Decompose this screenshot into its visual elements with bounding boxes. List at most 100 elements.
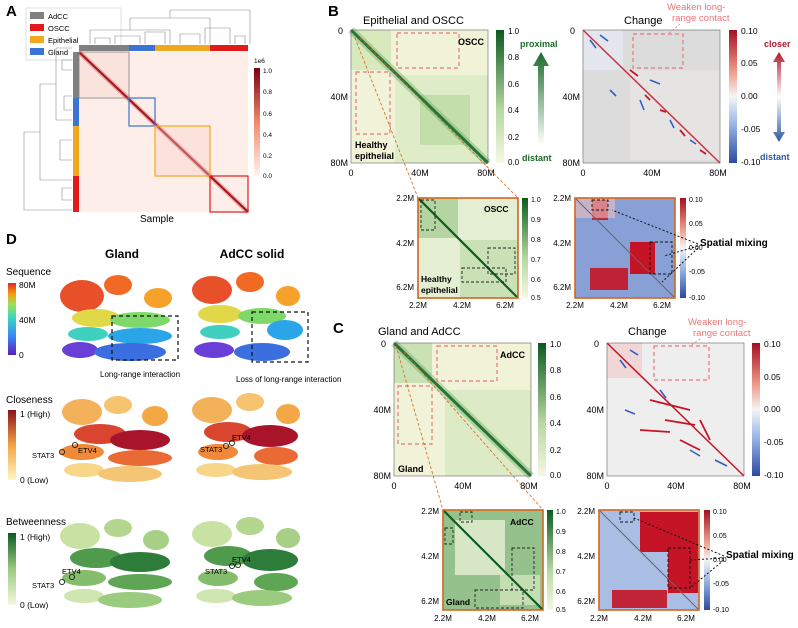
x-tick: 0 bbox=[348, 168, 353, 178]
label-distant-right: distant bbox=[760, 152, 790, 162]
label-proximal: proximal bbox=[520, 39, 558, 49]
cbar-tick: 0.0 bbox=[550, 471, 562, 480]
x-tick: 4.2M bbox=[634, 614, 652, 623]
cbar-tick: 0.2 bbox=[263, 153, 272, 160]
x-tick: 4.2M bbox=[453, 301, 471, 310]
colorbar-exponent: 1e6 bbox=[254, 58, 265, 65]
gene-etv4: ETV4 bbox=[232, 433, 251, 442]
x-tick: 80M bbox=[477, 168, 495, 178]
adcc-closeness-network bbox=[192, 393, 300, 480]
cbar-tick: 0.6 bbox=[263, 111, 272, 118]
adcc-sequence-network bbox=[192, 272, 309, 363]
panel-label-d: D bbox=[6, 231, 17, 248]
x-tick: 80M bbox=[520, 481, 538, 491]
cbar-tick: 0.0 bbox=[508, 158, 520, 167]
panel-c-zoom-right bbox=[598, 509, 700, 611]
y-tick: 40M bbox=[330, 92, 348, 102]
betweenness-low: 0 (Low) bbox=[20, 600, 49, 610]
x-tick: 6.2M bbox=[653, 301, 671, 310]
y-tick: 0 bbox=[381, 339, 386, 349]
y-tick: 40M bbox=[562, 92, 580, 102]
cbar-tick: 0.05 bbox=[764, 372, 781, 382]
sequence-title: Sequence bbox=[6, 267, 51, 278]
zoom-label-adcc: AdCC bbox=[510, 517, 534, 527]
x-tick: 0 bbox=[580, 168, 585, 178]
y-tick: 4.2M bbox=[553, 239, 571, 248]
cbar-tick: 0.6 bbox=[531, 277, 541, 284]
weaken-label-2: range contact bbox=[672, 13, 730, 24]
cbar-tick: 0.8 bbox=[550, 366, 562, 375]
weaken-label-1: Weaken long- bbox=[667, 2, 725, 13]
cbar-tick: -0.05 bbox=[764, 437, 784, 447]
label-epithelial: epithelial bbox=[355, 151, 394, 161]
panel-c-title-right: Change bbox=[628, 326, 667, 338]
panel-b-change-colorbar: 0.10 0.05 0.00 -0.05 -0.10 bbox=[729, 26, 761, 167]
label-gland: Gland bbox=[398, 464, 424, 474]
x-tick: 2.2M bbox=[409, 301, 427, 310]
cbar-tick: 0.7 bbox=[531, 257, 541, 264]
y-tick: 40M bbox=[373, 405, 391, 415]
panel-c-title-left: Gland and AdCC bbox=[378, 326, 461, 338]
panel-a-colorbar: 1e6 1.0 0.8 0.6 0.4 0.2 0.0 bbox=[254, 58, 272, 180]
cbar-tick: -0.10 bbox=[713, 607, 729, 614]
seq-tick: 0 bbox=[19, 350, 24, 360]
x-tick: 0 bbox=[391, 481, 396, 491]
x-tick: 6.2M bbox=[677, 614, 695, 623]
gland-closeness-network bbox=[60, 396, 172, 482]
cbar-tick: 0.05 bbox=[713, 533, 727, 540]
panel-b-green-colorbar: 1.0 0.8 0.6 0.4 0.2 0.0 bbox=[496, 27, 520, 167]
cbar-tick: 1.0 bbox=[556, 509, 566, 516]
y-tick: 6.2M bbox=[396, 283, 414, 292]
cbar-tick: 0.00 bbox=[764, 404, 781, 414]
cbar-tick: 0.8 bbox=[263, 89, 272, 96]
panel-c-zoom-change-colorbar: 0.10 0.05 0.00 -0.05 -0.10 bbox=[704, 509, 729, 614]
closeness-high: 1 (High) bbox=[20, 409, 50, 419]
cbar-tick: 1.0 bbox=[263, 68, 272, 75]
panel-c-green-colorbar: 1.0 0.8 0.6 0.4 0.2 0.0 bbox=[538, 340, 562, 480]
panel-c-left-heatmap bbox=[391, 340, 534, 479]
betweenness-colorbar bbox=[8, 533, 16, 605]
label-oscc: OSCC bbox=[458, 37, 485, 47]
closeness-title: Closeness bbox=[6, 395, 53, 406]
cbar-tick: 0.10 bbox=[741, 26, 758, 36]
label-closer: closer bbox=[764, 39, 791, 49]
adcc-betweenness-network bbox=[192, 517, 300, 606]
cbar-tick: 0.00 bbox=[689, 245, 703, 252]
zoom-label-epithelial: epithelial bbox=[421, 285, 458, 295]
cbar-tick: 0.6 bbox=[550, 393, 562, 402]
y-tick: 4.2M bbox=[577, 552, 595, 561]
cbar-tick: 0.2 bbox=[508, 133, 520, 142]
cbar-tick: 0.9 bbox=[556, 529, 566, 536]
panel-a-legend: AdCC OSCC Epithelial Gland bbox=[25, 7, 122, 61]
cbar-tick: 0.10 bbox=[764, 339, 781, 349]
x-tick: 4.2M bbox=[478, 614, 496, 623]
y-tick: 6.2M bbox=[421, 597, 439, 606]
y-tick: 0 bbox=[338, 26, 343, 36]
y-tick: 80M bbox=[586, 471, 604, 481]
loss-long-range-label: Loss of long-range interaction bbox=[236, 375, 341, 384]
col-gland: Gland bbox=[105, 247, 139, 261]
cbar-tick: 0.8 bbox=[556, 549, 566, 556]
y-tick: 2.2M bbox=[421, 507, 439, 516]
cbar-tick: 0.8 bbox=[508, 53, 520, 62]
y-tick: 80M bbox=[373, 471, 391, 481]
x-tick: 80M bbox=[733, 481, 751, 491]
y-tick: 80M bbox=[562, 158, 580, 168]
cbar-tick: 1.0 bbox=[531, 197, 541, 204]
x-tick: 80M bbox=[709, 168, 727, 178]
panel-c-zoom-left bbox=[442, 509, 544, 611]
spatial-mixing-label-b: Spatial mixing bbox=[700, 238, 768, 249]
seq-tick: 80M bbox=[19, 280, 36, 290]
label-healthy: Healthy bbox=[355, 140, 388, 150]
x-tick: 2.2M bbox=[434, 614, 452, 623]
panel-b-title-left: Epithelial and OSCC bbox=[363, 15, 464, 27]
x-tick: 6.2M bbox=[496, 301, 514, 310]
closer-distant-arrow: closer distant bbox=[760, 39, 791, 162]
panel-label-b: B bbox=[328, 3, 339, 20]
x-tick: 40M bbox=[411, 168, 429, 178]
cbar-tick: -0.05 bbox=[741, 124, 761, 134]
panel-c-change-heatmap bbox=[606, 342, 745, 477]
cbar-tick: -0.05 bbox=[689, 269, 705, 276]
y-tick: 2.2M bbox=[577, 507, 595, 516]
